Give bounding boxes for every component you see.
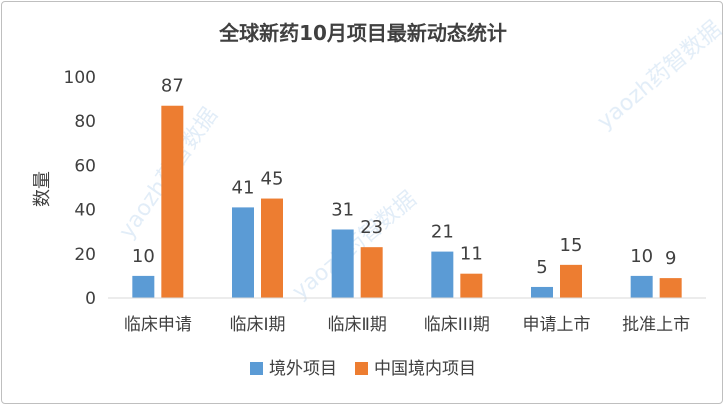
bar [531,286,553,298]
watermark: yaozh药智数据 [593,17,726,135]
y-axis-label: 数量 [32,171,53,207]
x-tick-label: 临床Ⅱ期 [327,315,386,335]
x-tick-label: 临床Ⅰ期 [229,315,285,335]
y-tick-label: 0 [85,289,96,309]
x-axis: 临床申请 临床Ⅰ期 临床Ⅱ期 临床III期 申请上市 批准上市 [124,315,690,335]
x-tick-label: 申请上市 [523,315,591,335]
y-tick-label: 60 [74,156,96,176]
x-tick-label: 临床申请 [124,315,192,335]
legend-swatch [355,362,368,375]
bars-group [132,105,682,298]
bar [261,198,283,298]
y-tick-label: 80 [74,112,96,132]
bar [560,264,582,298]
data-label: 23 [360,217,383,238]
data-label: 31 [331,199,354,220]
bar [331,229,354,298]
bar [132,275,155,298]
data-label: 10 [132,246,155,267]
data-label: 9 [665,248,676,269]
y-tick-label: 40 [74,201,96,221]
data-label: 10 [630,246,653,267]
bar [431,251,454,298]
y-tick-label: 20 [74,245,96,265]
bar [360,247,383,298]
y-axis: 0 20 40 60 80 100 [64,68,96,309]
data-label: 87 [161,76,184,97]
legend-label: 中国境内项目 [374,359,476,379]
y-tick-label: 100 [64,68,96,88]
legend: 境外项目 中国境内项目 [250,359,476,379]
data-label: 11 [460,244,483,265]
watermark: yaozh药智数据 [288,187,422,305]
bar [232,207,254,298]
data-label: 41 [232,177,255,198]
bar [161,105,184,298]
x-tick-label: 批准上市 [622,315,690,335]
legend-swatch [250,362,263,375]
data-labels-group: 10 87 41 45 31 23 21 11 5 15 10 9 [132,76,677,278]
data-label: 15 [560,235,583,256]
legend-label: 境外项目 [269,359,337,379]
bar [630,275,653,298]
chart-title: 全球新药10月项目最新动态统计 [218,21,507,45]
bar [460,273,483,298]
data-label: 21 [431,222,454,243]
data-label: 45 [261,169,284,190]
x-tick-label: 临床III期 [424,315,490,335]
bar [659,278,682,298]
data-label: 5 [536,257,547,278]
